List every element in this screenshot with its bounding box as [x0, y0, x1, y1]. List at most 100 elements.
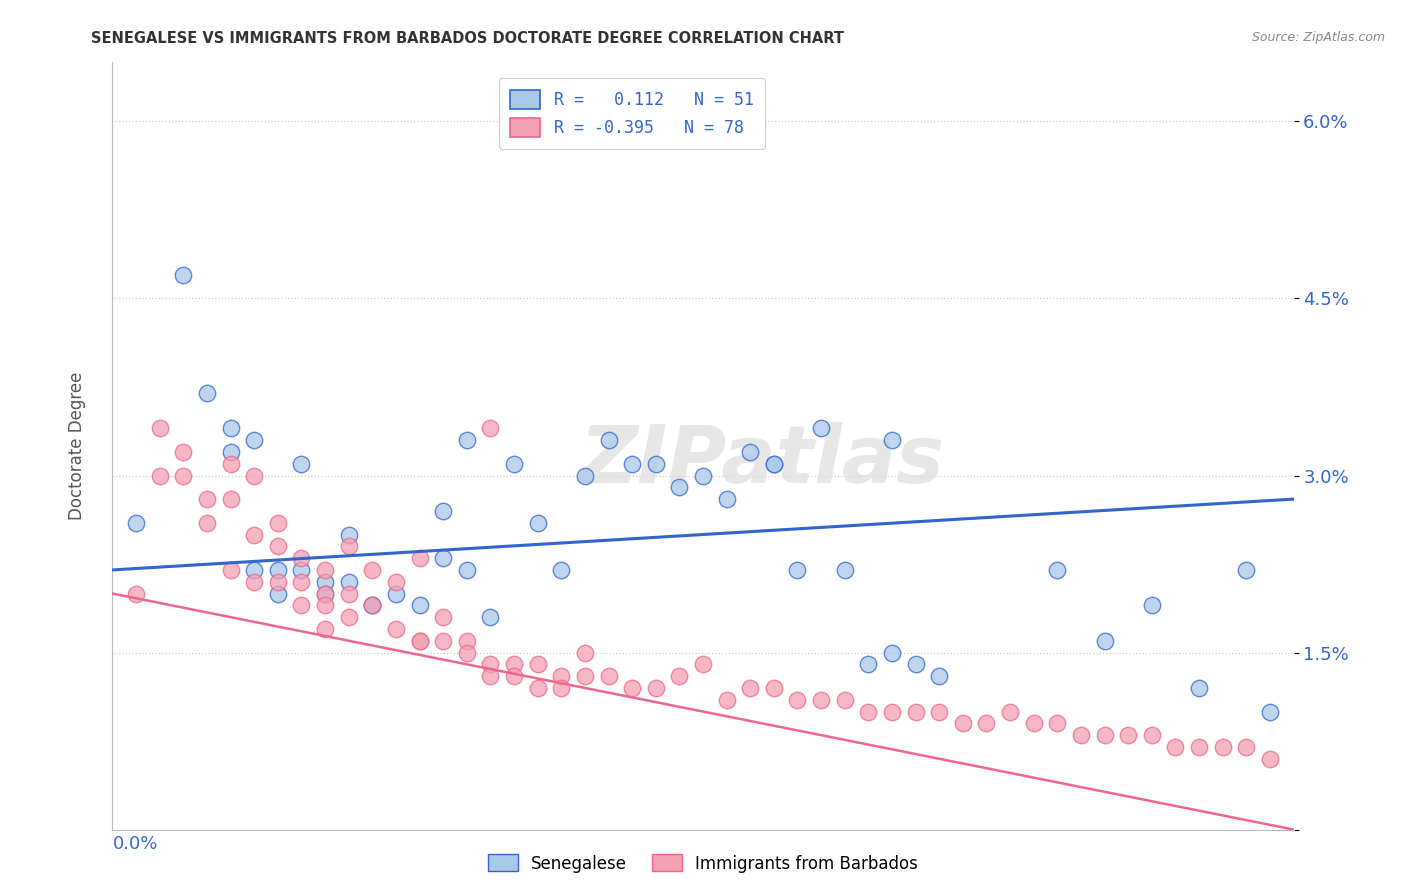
Point [880, 705, 903, 719]
Point [432, 551, 454, 566]
Point [503, 669, 526, 683]
Point [786, 692, 808, 706]
Point [762, 681, 785, 695]
Point [1094, 728, 1116, 742]
Point [998, 705, 1021, 719]
Point [692, 468, 714, 483]
Point [644, 457, 666, 471]
Point [740, 681, 762, 695]
Point [550, 563, 572, 577]
Point [668, 669, 690, 683]
Text: SENEGALESE VS IMMIGRANTS FROM BARBADOS DOCTORATE DEGREE CORRELATION CHART: SENEGALESE VS IMMIGRANTS FROM BARBADOS D… [91, 31, 845, 46]
Point [621, 457, 644, 471]
Point [952, 716, 974, 731]
Point [1258, 705, 1281, 719]
Point [1212, 739, 1234, 754]
Point [385, 586, 408, 600]
Point [314, 586, 336, 600]
Point [290, 574, 312, 589]
Point [479, 669, 502, 683]
Point [598, 669, 620, 683]
Point [337, 527, 360, 541]
Point [810, 421, 832, 435]
Point [503, 657, 526, 672]
Point [598, 433, 620, 447]
Point [456, 433, 478, 447]
Point [408, 599, 430, 613]
Point [550, 681, 572, 695]
Point [668, 480, 690, 494]
Point [928, 705, 950, 719]
Point [526, 681, 548, 695]
Point [1140, 728, 1163, 742]
Point [243, 468, 266, 483]
Point [574, 669, 596, 683]
Point [1188, 681, 1211, 695]
Point [740, 445, 762, 459]
Point [432, 610, 454, 624]
Point [479, 610, 502, 624]
Point [762, 457, 785, 471]
Point [314, 574, 336, 589]
Point [290, 599, 312, 613]
Point [1046, 716, 1069, 731]
Point [976, 716, 998, 731]
Point [125, 586, 148, 600]
Point [149, 421, 172, 435]
Point [408, 551, 430, 566]
Point [1022, 716, 1045, 731]
Point [762, 457, 785, 471]
Point [1116, 728, 1139, 742]
Point [904, 705, 927, 719]
Point [314, 599, 336, 613]
Point [786, 563, 808, 577]
Point [172, 268, 194, 282]
Point [1188, 739, 1211, 754]
Point [456, 563, 478, 577]
Point [219, 563, 242, 577]
Point [503, 457, 526, 471]
Point [644, 681, 666, 695]
Text: Doctorate Degree: Doctorate Degree [69, 372, 86, 520]
Text: 0.0%: 0.0% [112, 835, 157, 853]
Point [858, 705, 880, 719]
Point [858, 657, 880, 672]
Point [267, 563, 290, 577]
Point [195, 516, 218, 530]
Point [408, 633, 430, 648]
Point [526, 516, 548, 530]
Point [267, 574, 290, 589]
Point [1164, 739, 1187, 754]
Point [716, 492, 738, 507]
Point [361, 599, 384, 613]
Point [361, 599, 384, 613]
Point [314, 622, 336, 636]
Point [361, 563, 384, 577]
Point [456, 646, 478, 660]
Point [219, 457, 242, 471]
Point [574, 468, 596, 483]
Text: Source: ZipAtlas.com: Source: ZipAtlas.com [1251, 31, 1385, 45]
Point [432, 504, 454, 518]
Point [385, 622, 408, 636]
Point [1046, 563, 1069, 577]
Point [880, 646, 903, 660]
Point [574, 646, 596, 660]
Point [267, 586, 290, 600]
Point [432, 633, 454, 648]
Point [314, 586, 336, 600]
Point [125, 516, 148, 530]
Point [692, 657, 714, 672]
Point [314, 563, 336, 577]
Point [337, 610, 360, 624]
Point [1234, 739, 1257, 754]
Point [290, 457, 312, 471]
Point [621, 681, 644, 695]
Point [243, 574, 266, 589]
Point [479, 657, 502, 672]
Point [219, 421, 242, 435]
Point [243, 433, 266, 447]
Text: ZIPatlas: ZIPatlas [579, 422, 945, 500]
Point [243, 527, 266, 541]
Point [1258, 752, 1281, 766]
